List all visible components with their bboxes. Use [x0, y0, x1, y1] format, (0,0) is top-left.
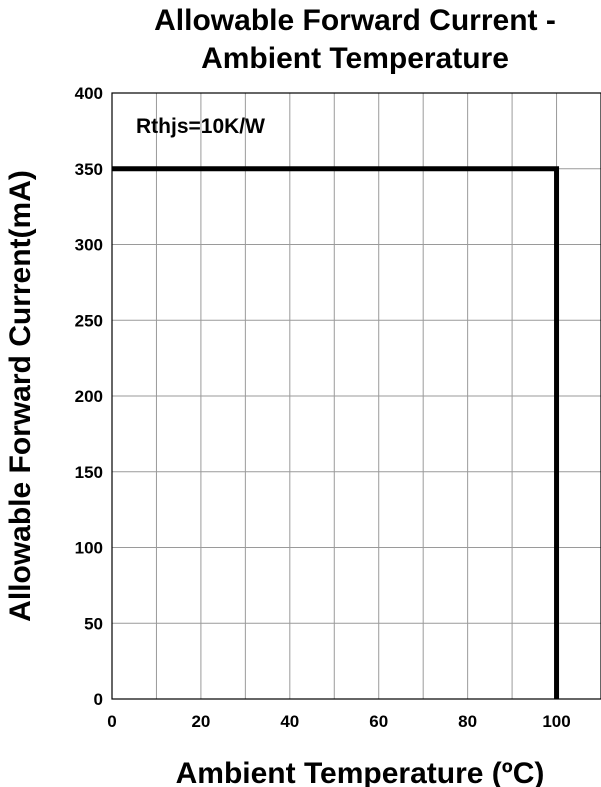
chart-title-line-1: Allowable Forward Current -: [154, 4, 556, 37]
x-tick-label: 60: [369, 712, 388, 731]
chart-title-line-2: Ambient Temperature: [201, 42, 509, 75]
y-tick-label: 300: [75, 236, 103, 255]
x-tick-label: 0: [107, 712, 116, 731]
y-tick-label: 350: [75, 160, 103, 179]
x-tick-labels: 0 20 40 60 80 100: [107, 712, 570, 731]
y-tick-label: 250: [75, 311, 103, 330]
series-layer: [112, 166, 560, 699]
x-axis-label: Ambient Temperature (ºC): [176, 757, 545, 787]
x-tick-label: 100: [542, 712, 570, 731]
y-tick-labels: 0 50 100 150 200 250 300 350 400: [75, 84, 103, 709]
x-tick-label: 40: [280, 712, 299, 731]
y-tick-label: 50: [84, 614, 103, 633]
y-tick-label: 100: [75, 539, 103, 558]
y-tick-label: 0: [94, 690, 103, 709]
x-tick-label: 20: [191, 712, 210, 731]
grid: [112, 93, 601, 699]
plot-frame: [111, 92, 601, 700]
y-axis-label: Allowable Forward Current(mA): [4, 170, 37, 622]
annotation-rthjs: Rthjs=10K/W: [136, 115, 265, 138]
x-tick-label: 80: [458, 712, 477, 731]
y-tick-label: 150: [75, 463, 103, 482]
y-tick-label: 200: [75, 387, 103, 406]
series-line: [112, 166, 560, 699]
y-tick-label: 400: [75, 84, 103, 103]
